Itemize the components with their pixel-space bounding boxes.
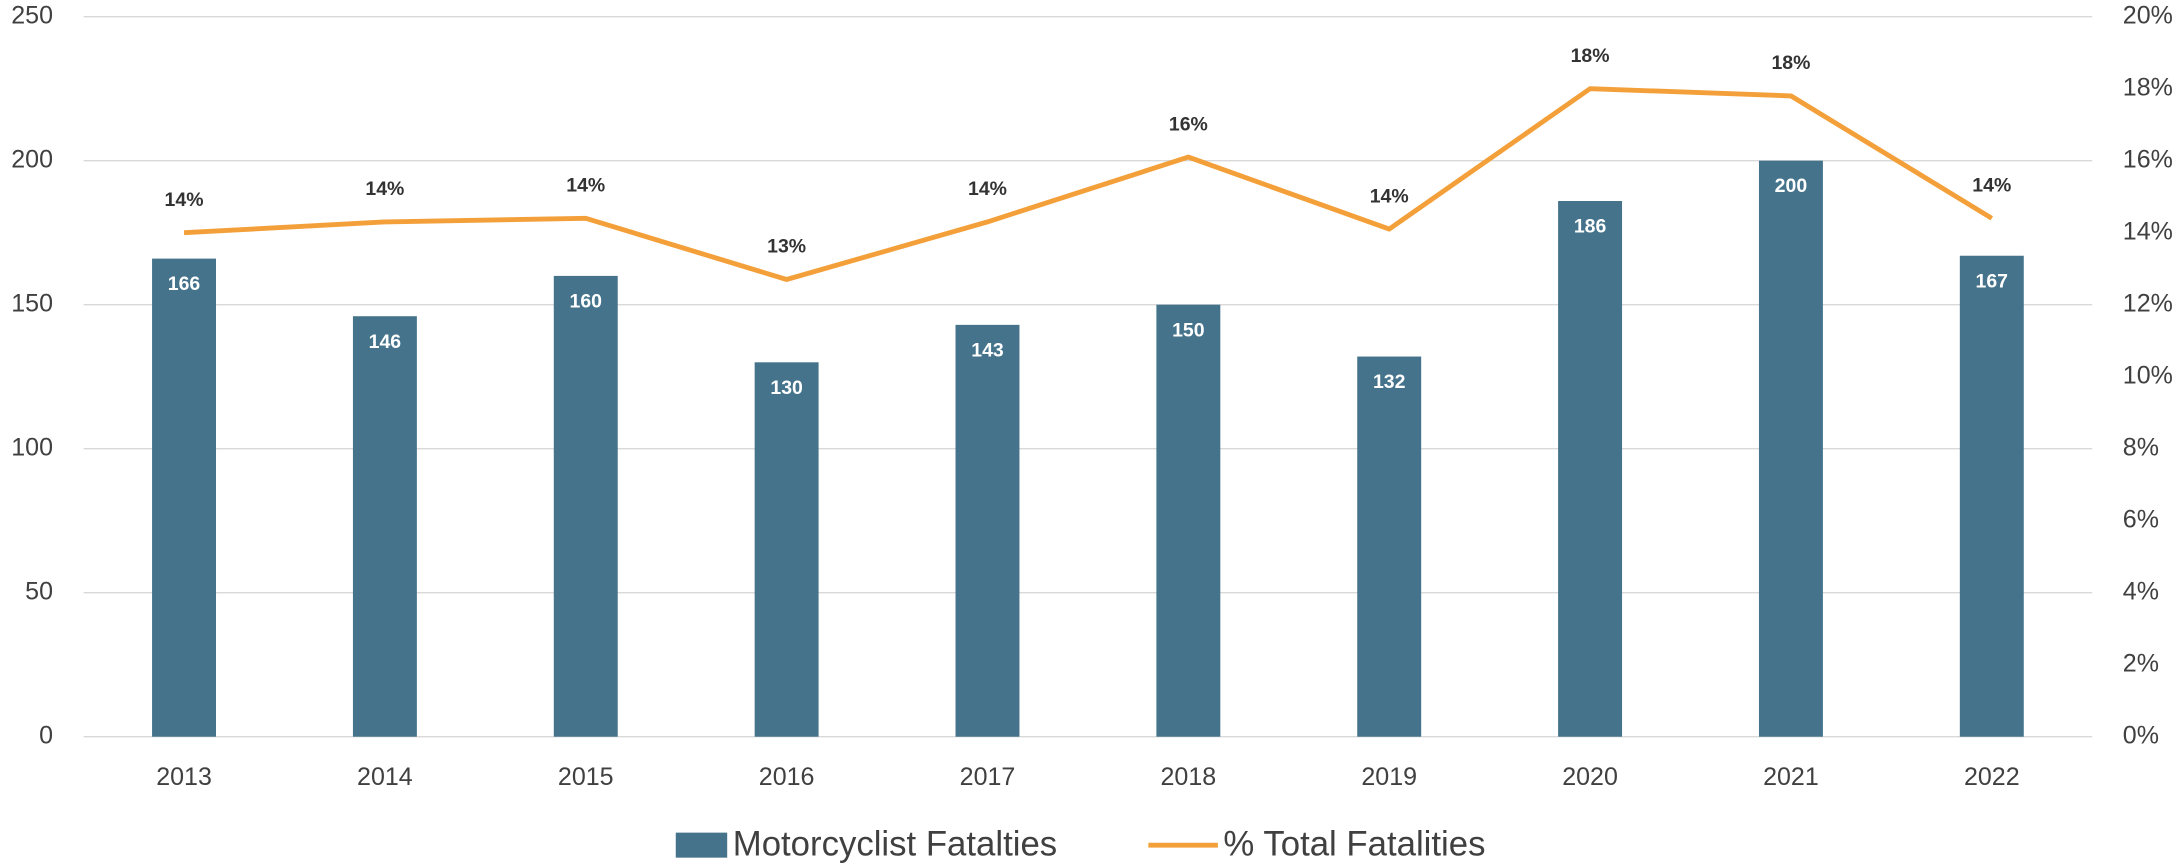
bar <box>955 324 1020 737</box>
y-tick-label: 50 <box>25 577 53 605</box>
line-label: 18% <box>1771 52 1810 74</box>
bar <box>1357 356 1422 737</box>
x-tick-label: 2022 <box>1964 763 2020 791</box>
bar-label: 146 <box>369 331 402 353</box>
bar <box>754 362 819 737</box>
y2-tick-label: 14% <box>2123 217 2173 245</box>
y2-tick-label: 6% <box>2123 505 2159 533</box>
line-label: 14% <box>1972 174 2011 196</box>
y2-tick-label: 16% <box>2123 145 2173 173</box>
legend-label: % Total Fatalities <box>1223 826 1485 864</box>
x-tick-label: 2017 <box>960 763 1016 791</box>
bar <box>1156 304 1221 737</box>
bar-label: 200 <box>1775 175 1808 197</box>
line-label: 14% <box>566 174 605 196</box>
y2-tick-label: 0% <box>2123 721 2159 749</box>
x-tick-label: 2019 <box>1361 763 1417 791</box>
y-tick-label: 200 <box>11 145 53 173</box>
y2-tick-label: 12% <box>2123 289 2173 317</box>
bar-label: 143 <box>971 339 1004 361</box>
x-tick-label: 2020 <box>1562 763 1618 791</box>
x-tick-label: 2015 <box>558 763 614 791</box>
line-label: 16% <box>1169 113 1208 135</box>
legend-label: Motorcyclist Fatalties <box>733 826 1057 864</box>
y2-tick-label: 4% <box>2123 577 2159 605</box>
bar-label: 150 <box>1172 319 1205 341</box>
bar-label: 130 <box>770 377 803 399</box>
line-label: 14% <box>365 178 404 200</box>
y2-tick-label: 8% <box>2123 433 2159 461</box>
line-label: 14% <box>1370 185 1409 207</box>
bar <box>1558 201 1623 737</box>
bar <box>1758 160 1823 737</box>
x-tick-label: 2018 <box>1161 763 1217 791</box>
line-label: 14% <box>968 178 1007 200</box>
bar-label: 166 <box>168 273 201 295</box>
bar-label: 167 <box>1976 270 2008 292</box>
y-tick-label: 150 <box>11 289 53 317</box>
x-tick-label: 2016 <box>759 763 815 791</box>
line <box>183 86 1994 282</box>
line-label: 13% <box>767 236 806 258</box>
bar-label: 160 <box>570 290 603 312</box>
x-tick-label: 2021 <box>1763 763 1819 791</box>
y2-tick-label: 18% <box>2123 73 2173 101</box>
x-tick-label: 2013 <box>156 763 212 791</box>
bar <box>152 258 217 737</box>
bar <box>1959 255 2024 737</box>
bar-label: 186 <box>1574 216 1607 238</box>
y2-tick-label: 2% <box>2123 649 2159 677</box>
y-tick-label: 0 <box>39 721 53 749</box>
bar <box>352 316 417 737</box>
bar <box>553 275 618 737</box>
y-tick-label: 100 <box>11 433 53 461</box>
x-tick-label: 2014 <box>357 763 413 791</box>
line-label: 18% <box>1571 45 1610 67</box>
legend-swatch <box>675 832 728 858</box>
y2-tick-label: 10% <box>2123 361 2173 389</box>
line-label: 14% <box>165 189 204 211</box>
y-tick-label: 250 <box>11 1 53 29</box>
bar-label: 132 <box>1373 371 1406 393</box>
y2-tick-label: 20% <box>2123 1 2173 29</box>
